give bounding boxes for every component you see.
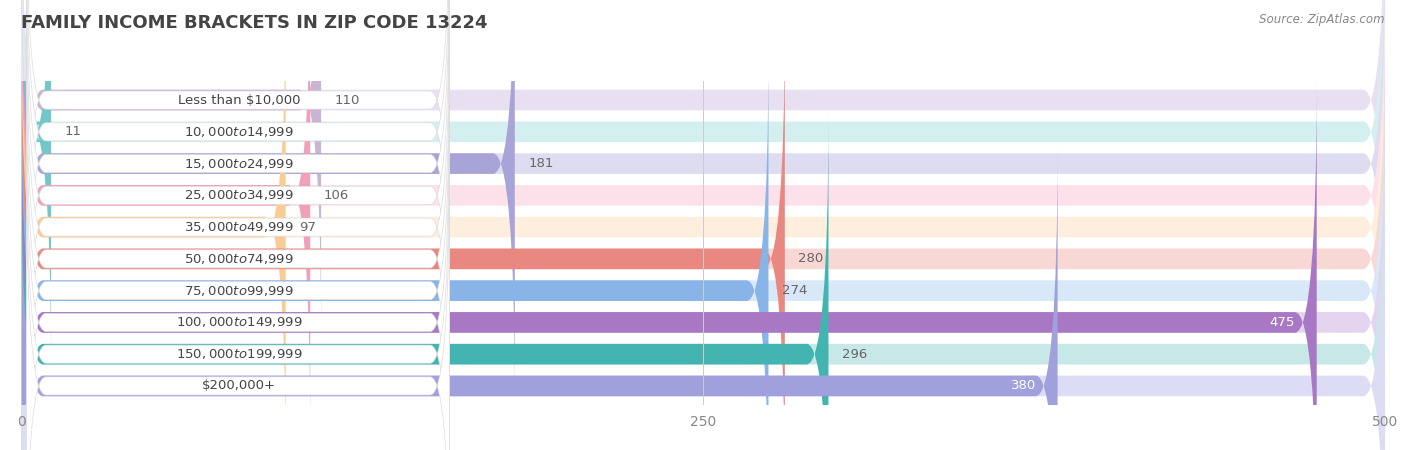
Text: 280: 280 xyxy=(799,252,824,266)
FancyBboxPatch shape xyxy=(21,0,1385,344)
FancyBboxPatch shape xyxy=(21,0,51,376)
FancyBboxPatch shape xyxy=(27,0,450,313)
Text: $200,000+: $200,000+ xyxy=(202,379,277,392)
FancyBboxPatch shape xyxy=(27,0,450,345)
Text: $10,000 to $14,999: $10,000 to $14,999 xyxy=(184,125,294,139)
FancyBboxPatch shape xyxy=(21,47,769,450)
Text: 475: 475 xyxy=(1270,316,1295,329)
Text: Source: ZipAtlas.com: Source: ZipAtlas.com xyxy=(1260,14,1385,27)
FancyBboxPatch shape xyxy=(21,15,785,450)
Text: 181: 181 xyxy=(529,157,554,170)
Text: FAMILY INCOME BRACKETS IN ZIP CODE 13224: FAMILY INCOME BRACKETS IN ZIP CODE 13224 xyxy=(21,14,488,32)
FancyBboxPatch shape xyxy=(21,15,1385,450)
FancyBboxPatch shape xyxy=(27,14,450,441)
FancyBboxPatch shape xyxy=(21,0,321,344)
Text: Less than $10,000: Less than $10,000 xyxy=(179,94,301,107)
FancyBboxPatch shape xyxy=(21,142,1385,450)
FancyBboxPatch shape xyxy=(21,110,828,450)
FancyBboxPatch shape xyxy=(27,173,450,450)
FancyBboxPatch shape xyxy=(27,141,450,450)
FancyBboxPatch shape xyxy=(27,109,450,450)
FancyBboxPatch shape xyxy=(21,0,311,439)
Text: $100,000 to $149,999: $100,000 to $149,999 xyxy=(176,315,302,329)
Text: $25,000 to $34,999: $25,000 to $34,999 xyxy=(184,189,294,202)
Text: 11: 11 xyxy=(65,125,82,138)
FancyBboxPatch shape xyxy=(27,0,450,377)
FancyBboxPatch shape xyxy=(27,0,450,409)
Text: 274: 274 xyxy=(782,284,807,297)
Text: 380: 380 xyxy=(1011,379,1036,392)
Text: $150,000 to $199,999: $150,000 to $199,999 xyxy=(176,347,302,361)
Text: 106: 106 xyxy=(323,189,349,202)
FancyBboxPatch shape xyxy=(21,0,285,450)
Text: $75,000 to $99,999: $75,000 to $99,999 xyxy=(184,284,294,297)
Text: $35,000 to $49,999: $35,000 to $49,999 xyxy=(184,220,294,234)
FancyBboxPatch shape xyxy=(21,110,1385,450)
Text: 97: 97 xyxy=(299,220,316,234)
Text: $15,000 to $24,999: $15,000 to $24,999 xyxy=(184,157,294,171)
FancyBboxPatch shape xyxy=(21,47,1385,450)
FancyBboxPatch shape xyxy=(21,0,1385,376)
FancyBboxPatch shape xyxy=(27,45,450,450)
FancyBboxPatch shape xyxy=(27,77,450,450)
FancyBboxPatch shape xyxy=(21,79,1317,450)
FancyBboxPatch shape xyxy=(21,0,1385,407)
FancyBboxPatch shape xyxy=(21,0,1385,450)
FancyBboxPatch shape xyxy=(21,142,1057,450)
FancyBboxPatch shape xyxy=(21,79,1385,450)
Text: $50,000 to $74,999: $50,000 to $74,999 xyxy=(184,252,294,266)
FancyBboxPatch shape xyxy=(21,0,515,407)
FancyBboxPatch shape xyxy=(21,0,1385,439)
Text: 296: 296 xyxy=(842,348,868,361)
Text: 110: 110 xyxy=(335,94,360,107)
